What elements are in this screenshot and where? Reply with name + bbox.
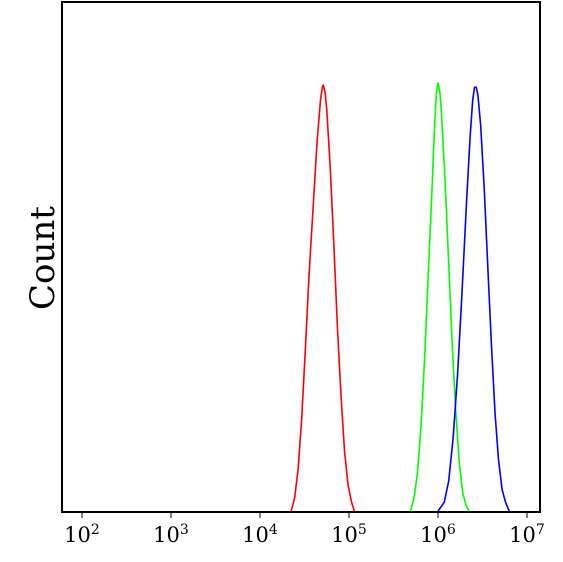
y-axis-label: Count: [23, 206, 63, 310]
plot-frame: [61, 1, 541, 513]
x-axis-ticks: 102 103 104 105 106 107: [64, 512, 545, 547]
x-tick-label: 106: [420, 522, 456, 547]
x-tick-label: 104: [242, 522, 278, 547]
x-tick-label: 105: [331, 522, 367, 547]
series-curve-3: [437, 86, 510, 512]
x-tick-label: 103: [153, 522, 189, 547]
x-tick-label: 102: [64, 522, 100, 547]
series-curve-2: [409, 82, 470, 512]
series-curve-1: [290, 84, 356, 512]
series-layer: [290, 82, 510, 512]
x-tick-label: 107: [509, 522, 545, 547]
